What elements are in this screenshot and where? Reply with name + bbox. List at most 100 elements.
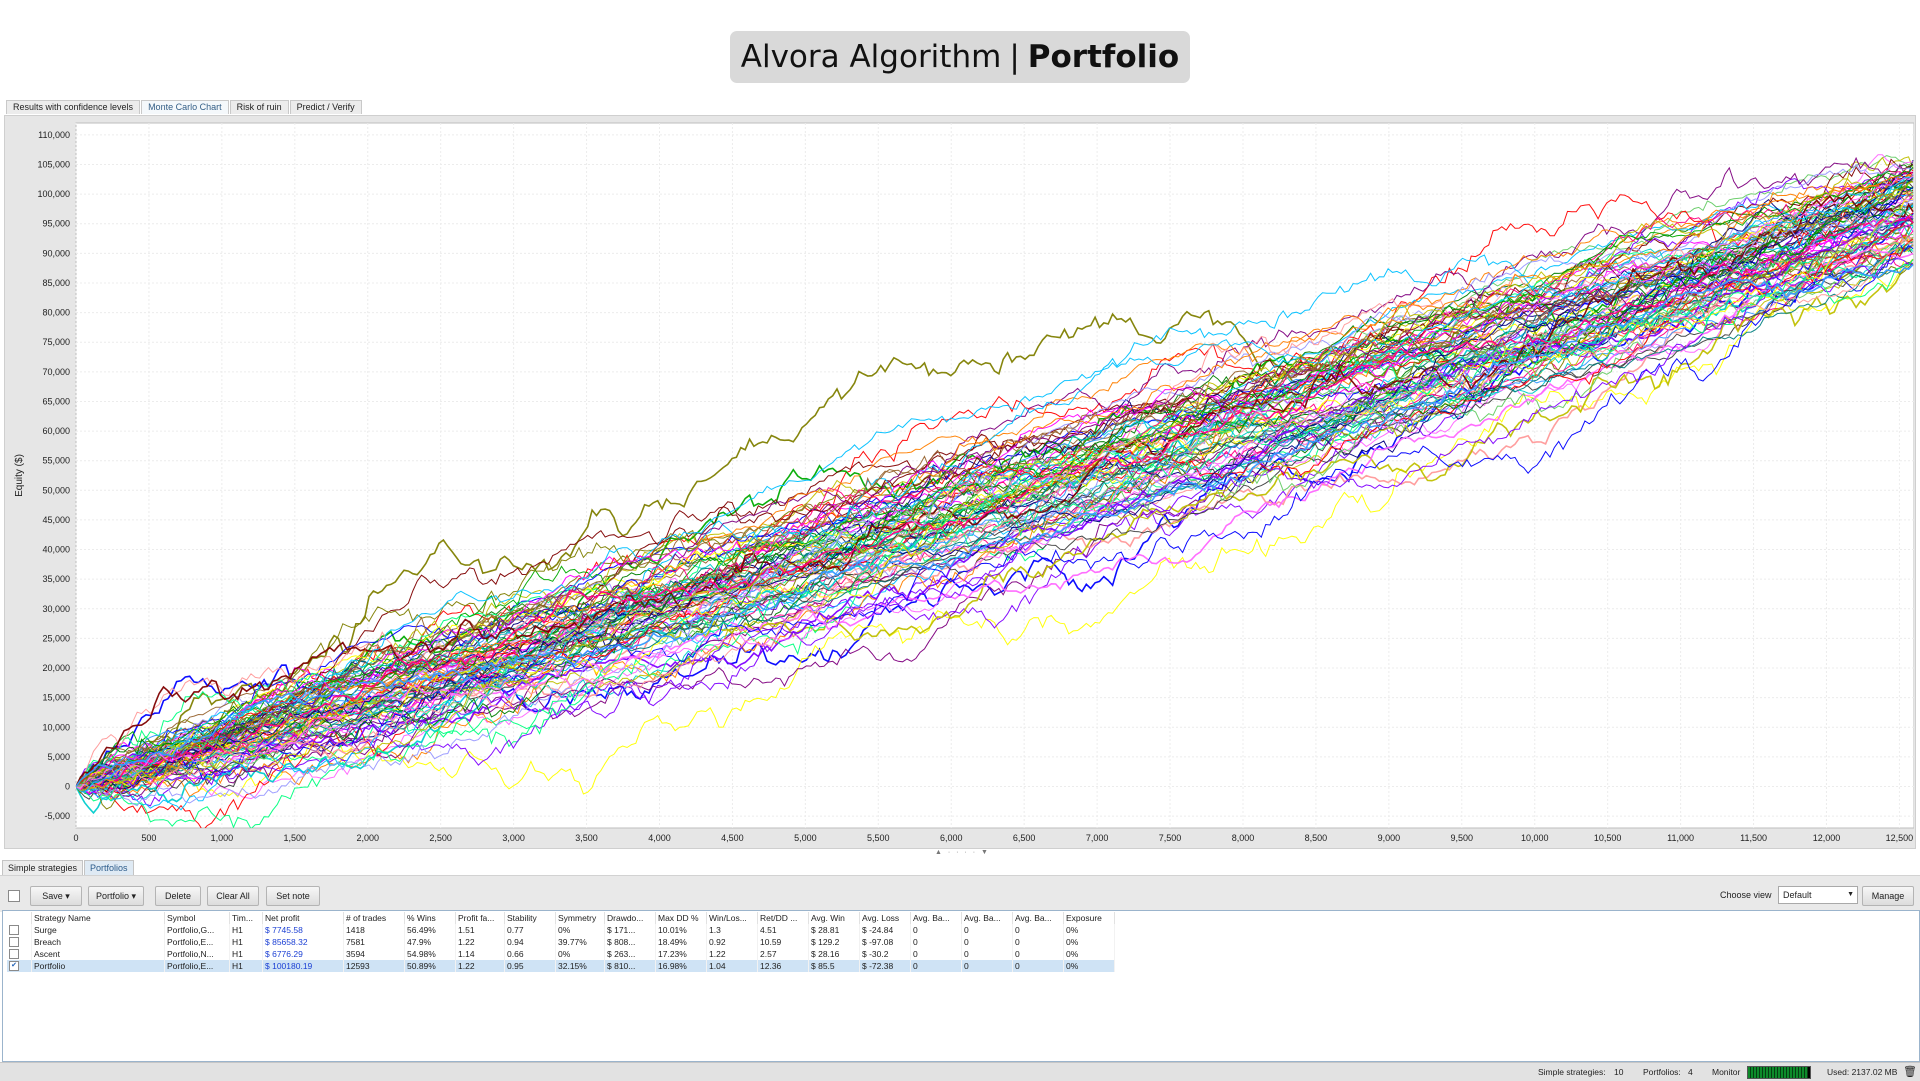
row-checkbox[interactable] [9, 949, 19, 960]
select-all-checkbox[interactable] [8, 890, 20, 902]
x-tick-label: 4,000 [648, 833, 671, 843]
tab-results-confidence[interactable]: Results with confidence levels [6, 100, 141, 114]
equity-path [76, 170, 1914, 787]
table-cell: 0% [1063, 960, 1115, 972]
save-button[interactable]: Save ▾ [30, 886, 82, 906]
tab-risk-of-ruin[interactable]: Risk of ruin [229, 100, 289, 114]
equity-path [76, 222, 1914, 787]
x-tick-label: 2,000 [356, 833, 379, 843]
x-tick-label: 500 [141, 833, 156, 843]
table-cell: Portfolio,E... [164, 960, 230, 972]
set-note-button[interactable]: Set note [266, 886, 320, 906]
table-row[interactable]: ✔ Portfolio Portfolio,E... H1 $ 100180.19 125… [7, 960, 1115, 972]
table-row[interactable]: Breach Portfolio,E... H1 $ 85658.32 7581 47.9… [7, 936, 1115, 948]
column-header[interactable]: Avg. Ba... [961, 912, 1013, 924]
equity-path [76, 176, 1914, 789]
table-cell: 0 [961, 936, 1013, 948]
column-header[interactable]: % Wins [404, 912, 456, 924]
x-tick-labels: 0 500 1,000 1,500 2,000 2,500 3,000 3,500 4,000 4… [73, 833, 1913, 843]
table-cell: 32.15% [555, 960, 605, 972]
tab-portfolios[interactable]: Portfolios [84, 860, 134, 876]
y-tick-label: 80,000 [42, 308, 70, 318]
column-header[interactable]: Ret/DD ... [757, 912, 809, 924]
title-light: Alvora Algorithm [740, 39, 1002, 75]
table-cell: 7581 [343, 936, 405, 948]
simple-strategies-label: Simple strategies: [1538, 1067, 1606, 1077]
column-header[interactable]: Profit fa... [455, 912, 505, 924]
table-cell: H1 [229, 960, 263, 972]
table-row[interactable]: Ascent Portfolio,N... H1 $ 6776.29 3594 54.98… [7, 948, 1115, 960]
x-tick-label: 1,000 [211, 833, 234, 843]
trash-icon[interactable]: 🗑 [1903, 1066, 1917, 1078]
row-checkbox[interactable]: ✔ [9, 961, 19, 972]
table-cell: 10.59 [757, 936, 809, 948]
equity-path [76, 238, 1914, 787]
table-cell: 0% [555, 948, 605, 960]
table-cell: 0 [910, 948, 962, 960]
table-cell: $ 808... [604, 936, 656, 948]
view-select[interactable]: Default ▼ [1778, 886, 1858, 904]
column-header[interactable]: Avg. Loss [859, 912, 911, 924]
column-header[interactable]: Symbol [164, 912, 230, 924]
table-cell: H1 [229, 924, 263, 936]
column-header[interactable]: Max DD % [655, 912, 707, 924]
title-bold: Portfolio [1027, 39, 1180, 75]
splitter-handle[interactable]: ▲ · · · · ▼ [935, 849, 990, 856]
column-header[interactable]: Win/Los... [706, 912, 758, 924]
delete-button[interactable]: Delete [155, 886, 201, 906]
table-cell: 1.22 [455, 960, 505, 972]
table-cell: $ 7745.58 [262, 924, 344, 936]
portfolio-table: Strategy Name Symbol Tim... Net profit # of … [7, 912, 1115, 972]
column-header[interactable]: Avg. Win [808, 912, 860, 924]
table-cell: $ 85.5 [808, 960, 860, 972]
chevron-down-icon: ▼ [1847, 891, 1854, 898]
x-tick-label: 8,000 [1232, 833, 1255, 843]
table-cell: 0% [1063, 948, 1115, 960]
column-header[interactable]: Avg. Ba... [910, 912, 962, 924]
table-cell: Ascent [31, 948, 165, 960]
equity-path [76, 191, 1914, 787]
column-header[interactable]: Strategy Name [31, 912, 165, 924]
row-checkbox-cell [7, 936, 32, 948]
tab-monte-carlo-chart[interactable]: Monte Carlo Chart [141, 100, 229, 114]
column-header[interactable]: Stability [504, 912, 556, 924]
equity-path [76, 215, 1914, 791]
x-tick-label: 0 [73, 833, 78, 843]
column-header[interactable]: Symmetry [555, 912, 605, 924]
table-cell: 1.22 [455, 936, 505, 948]
equity-path [76, 184, 1914, 787]
y-tick-label: 15,000 [42, 693, 70, 703]
row-checkbox-cell [7, 948, 32, 960]
y-tick-label: 35,000 [42, 574, 70, 584]
x-tick-label: 1,500 [284, 833, 307, 843]
equity-path [76, 239, 1914, 789]
table-cell: 39.77% [555, 936, 605, 948]
equity-path [76, 246, 1914, 789]
tab-predict-verify[interactable]: Predict / Verify [289, 100, 362, 114]
column-header[interactable]: Drawdo... [604, 912, 656, 924]
row-checkbox-cell [7, 924, 32, 936]
x-tick-label: 5,500 [867, 833, 890, 843]
y-tick-label: 60,000 [42, 426, 70, 436]
clear-all-button[interactable]: Clear All [207, 886, 259, 906]
column-header[interactable]: Net profit [262, 912, 344, 924]
column-header[interactable]: Exposure [1063, 912, 1115, 924]
column-header[interactable]: # of trades [343, 912, 405, 924]
manage-button[interactable]: Manage [1862, 886, 1914, 906]
column-header[interactable]: Tim... [229, 912, 263, 924]
table-cell: 0% [555, 924, 605, 936]
table-cell: 0 [961, 960, 1013, 972]
table-cell: $ -72.38 [859, 960, 911, 972]
portfolio-button[interactable]: Portfolio ▾ [88, 886, 144, 906]
x-tick-label: 6,500 [1013, 833, 1036, 843]
table-cell: $ 100180.19 [262, 960, 344, 972]
tab-simple-strategies[interactable]: Simple strategies [2, 860, 84, 876]
equity-path [76, 244, 1914, 787]
column-header[interactable]: Avg. Ba... [1012, 912, 1064, 924]
equity-path [76, 192, 1914, 789]
table-row[interactable]: Surge Portfolio,G... H1 $ 7745.58 1418 56.49%… [7, 924, 1115, 936]
row-checkbox[interactable] [9, 937, 19, 948]
row-checkbox[interactable] [9, 925, 19, 936]
portfolio-table-area: Strategy Name Symbol Tim... Net profit # of … [2, 910, 1920, 1062]
equity-path [76, 261, 1914, 792]
